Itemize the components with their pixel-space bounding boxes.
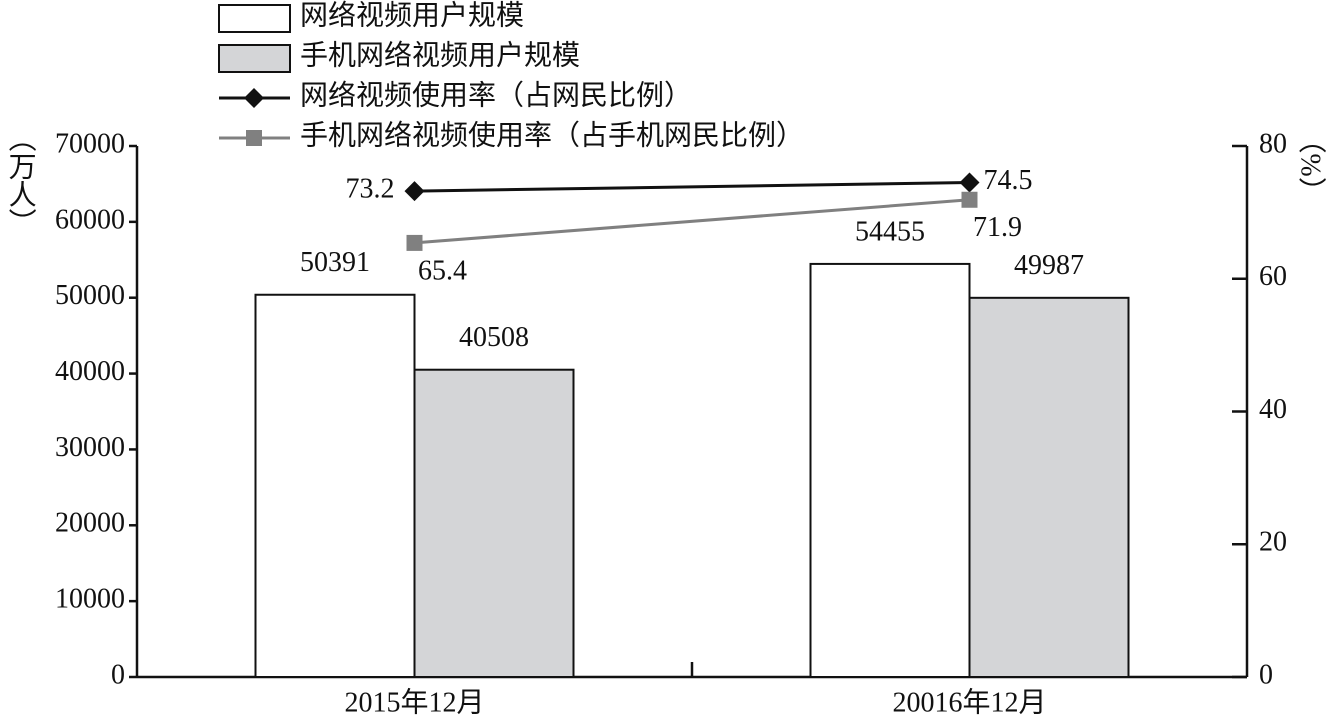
y-tick-label: 40000 xyxy=(55,356,125,387)
y2-tick-label: 20 xyxy=(1259,527,1287,558)
value-label: 74.5 xyxy=(984,165,1033,196)
legend-label: 网络视频用户规模 xyxy=(300,0,524,31)
y2-tick-label: 0 xyxy=(1259,659,1273,690)
bar xyxy=(254,293,416,678)
y2-tick-label: 60 xyxy=(1259,261,1287,292)
point xyxy=(961,191,978,208)
value-label: 54455 xyxy=(855,216,925,247)
point xyxy=(959,172,980,193)
value-label: 65.4 xyxy=(418,255,467,286)
legend-swatch xyxy=(218,44,291,73)
value-label: 73.2 xyxy=(346,174,395,205)
bar xyxy=(809,262,971,678)
legend-label: 手机网络视频用户规模 xyxy=(300,39,580,71)
legend-label: 手机网络视频使用率（占手机网民比例） xyxy=(300,119,804,151)
y-tick-label: 20000 xyxy=(55,508,125,539)
y-tick-label: 30000 xyxy=(55,432,125,463)
y-tick-label: 10000 xyxy=(55,584,125,615)
y-tick-label: 0 xyxy=(111,659,125,690)
y-axis-label: （万人） xyxy=(5,124,37,236)
x-tick-label: 20016年12月 xyxy=(892,686,1046,718)
y2-axis-label: （%） xyxy=(1295,125,1327,204)
value-label: 71.9 xyxy=(973,212,1022,243)
value-label: 40508 xyxy=(459,322,529,353)
legend-label: 网络视频使用率（占网民比例） xyxy=(300,79,692,111)
legend-swatch xyxy=(218,4,291,33)
value-label: 49987 xyxy=(1014,250,1084,281)
y-tick-label: 60000 xyxy=(55,204,125,235)
y-tick-label: 70000 xyxy=(55,128,125,159)
bar xyxy=(413,368,575,678)
value-label: 50391 xyxy=(300,247,370,278)
bar xyxy=(968,296,1130,678)
y-tick-label: 50000 xyxy=(55,280,125,311)
legend-marker xyxy=(244,88,264,108)
point xyxy=(406,234,423,251)
y2-tick-label: 80 xyxy=(1259,128,1287,159)
point xyxy=(404,181,425,202)
y2-tick-label: 40 xyxy=(1259,394,1287,425)
line xyxy=(414,198,970,245)
x-tick-label: 2015年12月 xyxy=(344,686,484,718)
legend-marker xyxy=(246,130,262,146)
line xyxy=(414,181,970,193)
